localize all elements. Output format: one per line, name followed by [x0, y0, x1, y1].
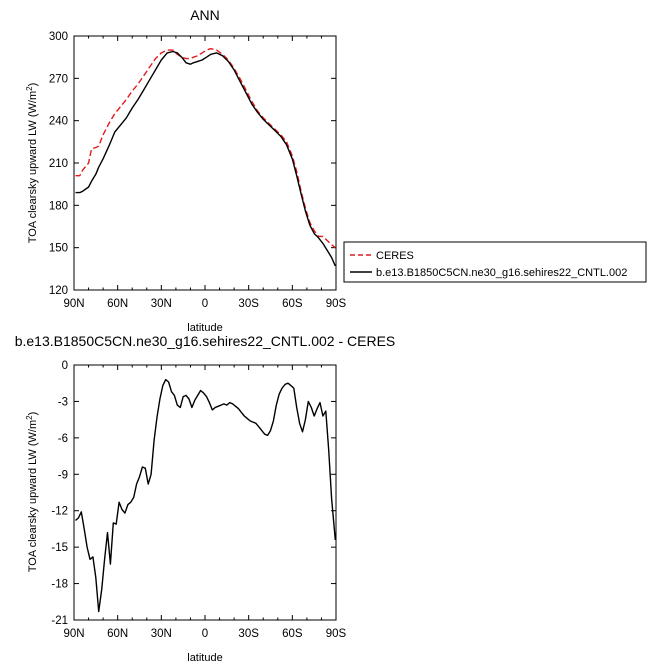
y-tick-label-1-6: 300: [49, 31, 68, 43]
series-line-2-0: [75, 378, 336, 613]
x-tick-label-2-1: 60N: [107, 628, 128, 640]
x-tick-label-1-5: 60S: [282, 298, 303, 310]
plot-area-2: 90N 60N 30N 0 30S 60S 90S 0 -3 -6 -9 -12 -15 -18 -21: [51, 360, 346, 640]
x-tick-label-1-1: 60N: [107, 298, 128, 310]
y-tick-label-2-0: 0: [62, 360, 68, 372]
plot-area-1: 90N 60N 30N 0 30S 60S 90S 120 150 180 210 240 270 300: [49, 31, 347, 310]
y-tick-label-1-4: 240: [49, 116, 68, 128]
series-line-1-1: [75, 50, 336, 267]
y-tick-label-1-2: 180: [49, 200, 68, 212]
y-tick-label-2-2: -6: [58, 433, 68, 445]
y-tick-label-2-4: -12: [51, 506, 68, 518]
x-tick-label-2-2: 30N: [151, 628, 172, 640]
x-tick-label-2-0: 90N: [63, 628, 84, 640]
legend: CERES b.e13.B1850C5CN.ne30_g16.sehires22…: [343, 241, 647, 283]
plot-frame-2: [73, 364, 337, 621]
y-tick-label-1-3: 210: [49, 158, 68, 170]
x-tick-label-1-0: 90N: [63, 298, 84, 310]
y-tick-label-2-5: -15: [51, 542, 68, 554]
legend-label-model: b.e13.B1850C5CN.ne30_g16.sehires22_CNTL.…: [376, 267, 627, 279]
y-tick-label-2-7: -21: [51, 615, 68, 627]
y-axis-label-2: TOA clearsky upward LW (W/m2): [25, 412, 39, 573]
y-tick-label-1-5: 270: [49, 73, 68, 85]
legend-box: [343, 241, 647, 283]
x-tick-label-1-3: 0: [202, 298, 208, 310]
x-tick-label-2-6: 90S: [326, 628, 347, 640]
chart-panel-1: ANN 90N 60N 30N 0 30S 60S 90S 120 150 180 210 240 27…: [25, 7, 347, 334]
x-axis-label-1: latitude: [187, 322, 222, 334]
y-axis-label-1: TOA clearsky upward LW (W/m2): [25, 83, 39, 244]
chart-panel-2: b.e13.B1850C5CN.ne30_g16.sehires22_CNTL.…: [15, 333, 396, 664]
y-tick-label-1-1: 150: [49, 243, 68, 255]
x-tick-label-2-5: 60S: [282, 628, 303, 640]
y-tick-label-2-1: -3: [58, 396, 68, 408]
y-tick-label-2-6: -18: [51, 579, 68, 591]
x-tick-label-1-4: 30S: [238, 298, 259, 310]
legend-label-ceres: CERES: [376, 250, 414, 262]
x-tick-label-2-4: 30S: [238, 628, 259, 640]
plot-frame-1: [73, 35, 337, 291]
series-line-1-0: [75, 48, 336, 249]
chart-title-2: b.e13.B1850C5CN.ne30_g16.sehires22_CNTL.…: [15, 333, 396, 349]
y-tick-label-2-3: -9: [58, 469, 68, 481]
x-tick-label-2-3: 0: [202, 628, 208, 640]
y-tick-label-1-0: 120: [49, 285, 68, 297]
chart-title-1: ANN: [190, 7, 220, 23]
x-axis-label-2: latitude: [187, 652, 222, 664]
x-tick-label-1-2: 30N: [151, 298, 172, 310]
x-tick-label-1-6: 90S: [326, 298, 347, 310]
